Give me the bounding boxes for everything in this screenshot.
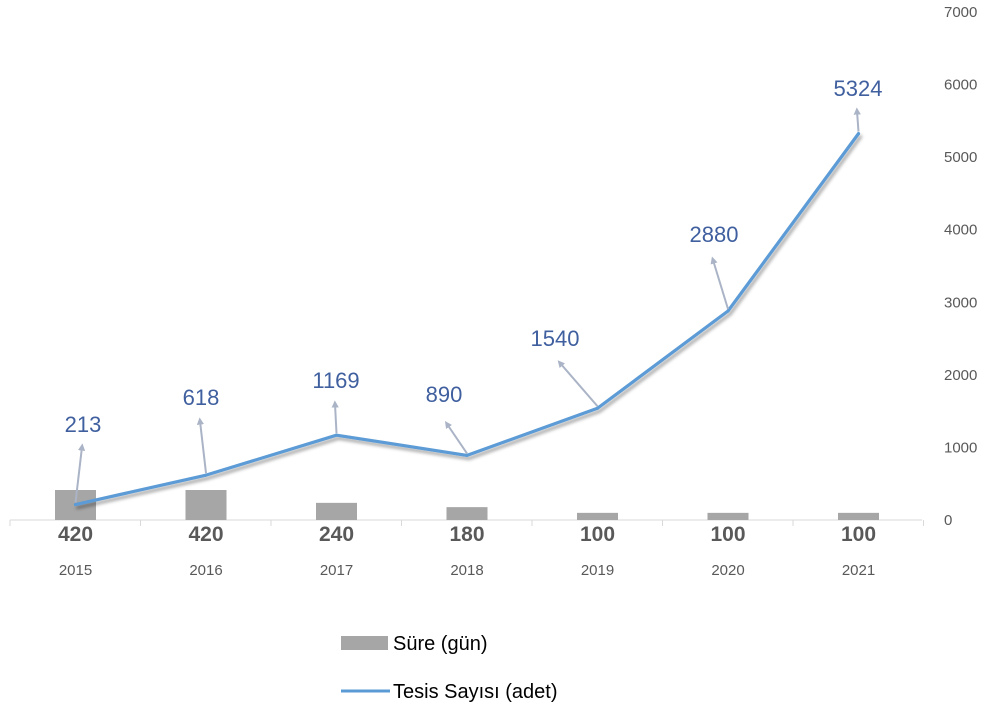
bar-value-label-2019: 100 (580, 523, 615, 546)
x-tick-label: 2018 (450, 562, 483, 579)
bar-value-label-2017: 240 (319, 523, 354, 546)
line-point-2016 (204, 473, 208, 477)
bar-2016 (185, 490, 227, 520)
line-point-2017 (335, 433, 338, 437)
line-point-2019 (596, 406, 599, 410)
legend: Süre (gün) Tesis Sayısı (adet) (341, 633, 558, 703)
line-value-label-2017: 1169 (312, 368, 359, 393)
y-tick-label: 0 (944, 512, 952, 529)
bar-2018 (446, 507, 488, 520)
x-tick-label: 2019 (581, 562, 614, 579)
y-tick-label: 7000 (944, 4, 977, 21)
annotation-arrow-2021 (853, 107, 861, 132)
bar-2019 (577, 512, 618, 520)
x-tick-label: 2017 (320, 562, 353, 579)
x-tick-labels: 2015 2016 2017 2018 2019 2020 2021 (59, 562, 875, 579)
y-tick-label: 4000 (944, 222, 977, 239)
bar-value-labels: 420 420 240 180 100 100 100 (58, 523, 876, 546)
line-point-2015 (74, 503, 77, 507)
x-tick-label: 2015 (59, 562, 92, 579)
line-value-label-2015: 213 (65, 412, 102, 437)
bar-value-label-2021: 100 (841, 523, 876, 546)
line-value-label-2020: 2880 (690, 222, 739, 247)
annotation-arrow-2017 (331, 400, 339, 434)
line-value-label-2018: 890 (426, 382, 463, 407)
y-tick-label: 6000 (944, 77, 977, 94)
bar-2017 (316, 502, 357, 520)
y-tick-label: 5000 (944, 149, 977, 166)
line-value-label-2019: 1540 (531, 326, 580, 351)
x-tick-label: 2021 (842, 562, 875, 579)
annotation-arrow-2015 (74, 443, 86, 503)
y-tick-label: 1000 (944, 439, 977, 456)
line-value-label-2021: 5324 (834, 76, 883, 101)
annotation-arrow-2020 (710, 256, 729, 310)
bar-value-label-2018: 180 (449, 523, 484, 546)
bar-value-label-2015: 420 (58, 523, 93, 546)
x-axis-ticks (9, 520, 924, 526)
line-tesis-sayisi (73, 132, 861, 507)
x-tick-label: 2020 (711, 562, 744, 579)
annotation-arrow-2019 (557, 360, 599, 407)
bar-value-label-2016: 420 (188, 523, 223, 546)
y-tick-label: 2000 (944, 367, 977, 384)
annotation-arrow-2018 (444, 421, 468, 454)
y-tick-label: 3000 (944, 294, 977, 311)
legend-label-line: Tesis Sayısı (adet) (393, 681, 558, 703)
line-point-2018 (465, 453, 469, 457)
line-point-2020 (726, 309, 730, 313)
y-axis-right: 0 1000 2000 3000 4000 5000 6000 7000 (944, 4, 977, 529)
annotation-arrow-2016 (196, 417, 207, 474)
line-value-label-2016: 618 (183, 385, 220, 410)
bar-2021 (838, 512, 879, 520)
x-tick-label: 2016 (189, 562, 222, 579)
line-series (73, 132, 861, 507)
line-point-2021 (857, 132, 860, 136)
bar-value-label-2020: 100 (710, 523, 745, 546)
bar-2020 (707, 512, 749, 520)
legend-label-bar: Süre (gün) (393, 633, 488, 655)
line-annotations: 213 618 1169 890 1540 2880 5324 (65, 76, 883, 503)
bar-series (55, 490, 879, 520)
legend-swatch-bar (341, 636, 388, 650)
